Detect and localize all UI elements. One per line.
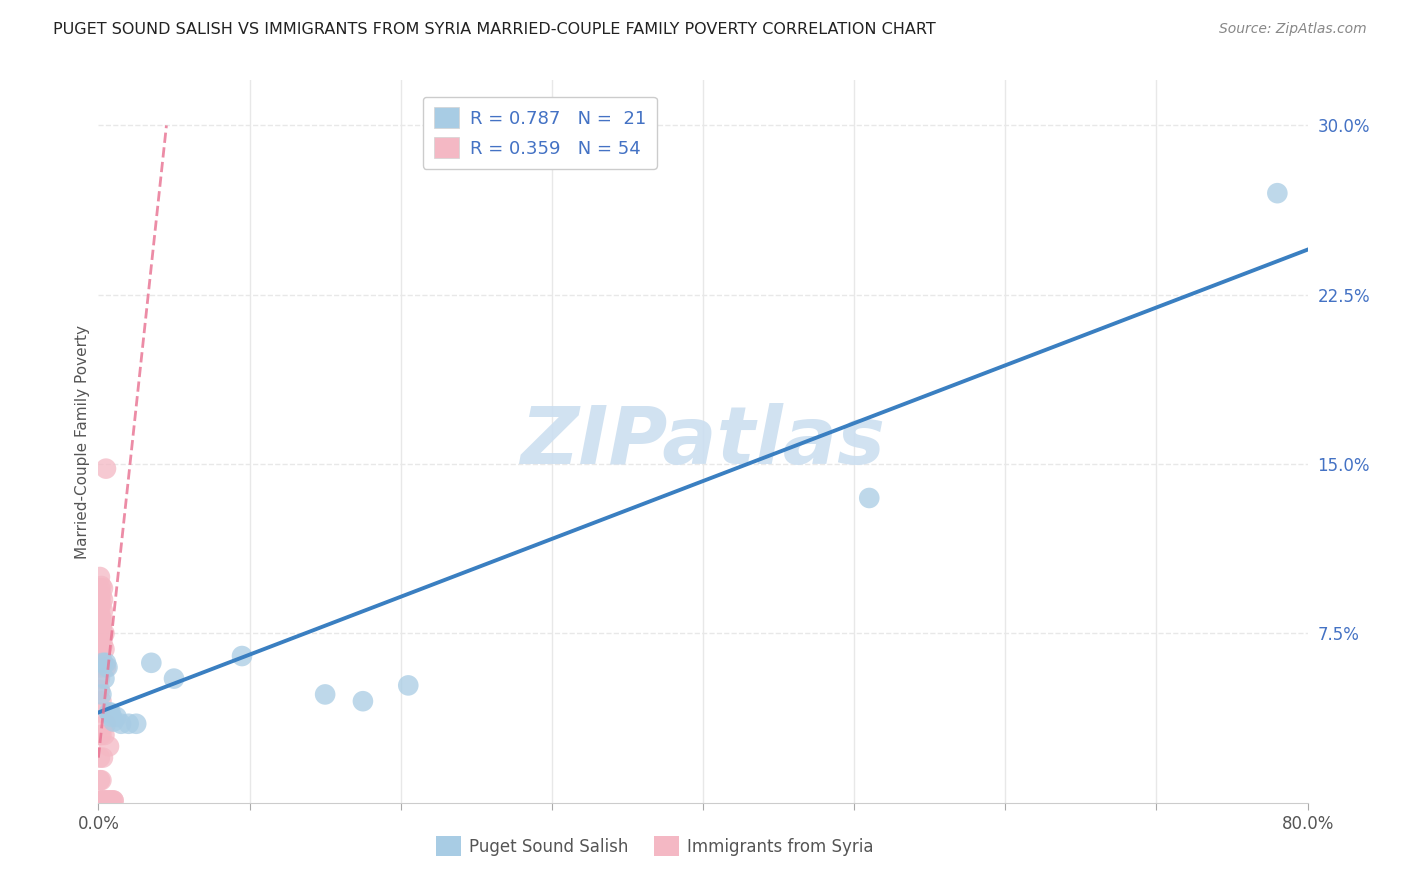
Text: Source: ZipAtlas.com: Source: ZipAtlas.com <box>1219 22 1367 37</box>
Point <box>91 656 114 670</box>
Point <box>90 610 112 624</box>
Text: PUGET SOUND SALISH VS IMMIGRANTS FROM SYRIA MARRIED-COUPLE FAMILY POVERTY CORREL: PUGET SOUND SALISH VS IMMIGRANTS FROM SY… <box>53 22 936 37</box>
Y-axis label: Married-Couple Family Poverty: Married-Couple Family Poverty <box>75 325 90 558</box>
Point <box>94 660 117 674</box>
Point <box>94 656 117 670</box>
Point <box>89 728 111 742</box>
Point <box>93 728 115 742</box>
Point <box>231 648 253 663</box>
Point <box>101 710 124 724</box>
Point <box>91 615 114 630</box>
Point <box>89 672 111 686</box>
Point <box>89 682 111 697</box>
Point <box>103 714 125 729</box>
Point <box>103 793 125 807</box>
Point <box>98 793 121 807</box>
Point <box>89 750 111 764</box>
Point <box>89 570 111 584</box>
Point <box>93 626 115 640</box>
Point <box>103 793 125 807</box>
Point <box>352 694 374 708</box>
Point <box>90 579 112 593</box>
Point <box>90 793 112 807</box>
Legend: Puget Sound Salish, Immigrants from Syria: Puget Sound Salish, Immigrants from Syri… <box>429 830 880 863</box>
Text: ZIPatlas: ZIPatlas <box>520 402 886 481</box>
Point <box>93 642 115 657</box>
Point <box>90 694 112 708</box>
Point <box>141 656 163 670</box>
Point <box>91 604 114 618</box>
Point <box>89 620 111 634</box>
Point <box>94 461 117 475</box>
Point <box>89 597 111 611</box>
Point <box>91 656 114 670</box>
Point <box>90 597 112 611</box>
Point <box>101 793 124 807</box>
Point <box>90 660 112 674</box>
Point <box>314 687 336 701</box>
Point <box>89 793 111 807</box>
Point <box>98 706 121 720</box>
Point <box>91 750 114 764</box>
Point <box>90 773 112 788</box>
Point <box>98 739 121 754</box>
Point <box>90 687 112 701</box>
Point <box>93 793 115 807</box>
Point <box>100 793 122 807</box>
Point <box>105 710 128 724</box>
Point <box>89 706 111 720</box>
Point <box>96 660 118 674</box>
Point <box>90 588 112 602</box>
Point <box>94 793 117 807</box>
Point <box>89 660 111 674</box>
Point <box>1267 186 1289 201</box>
Point <box>118 716 141 731</box>
Point <box>94 716 117 731</box>
Point <box>396 678 419 692</box>
Point <box>89 633 111 648</box>
Point <box>89 592 111 607</box>
Point <box>90 728 112 742</box>
Point <box>91 592 114 607</box>
Point <box>100 706 122 720</box>
Point <box>90 620 112 634</box>
Point <box>110 716 132 731</box>
Point <box>89 610 111 624</box>
Point <box>90 633 112 648</box>
Point <box>89 604 111 618</box>
Point <box>89 648 111 663</box>
Point <box>89 582 111 596</box>
Point <box>858 491 880 505</box>
Point <box>125 716 148 731</box>
Point <box>91 638 114 652</box>
Point <box>96 793 118 807</box>
Point <box>90 642 112 657</box>
Point <box>89 642 111 657</box>
Point <box>91 626 114 640</box>
Point <box>93 672 115 686</box>
Point <box>89 773 111 788</box>
Point <box>163 672 186 686</box>
Point <box>91 793 114 807</box>
Point <box>91 582 114 596</box>
